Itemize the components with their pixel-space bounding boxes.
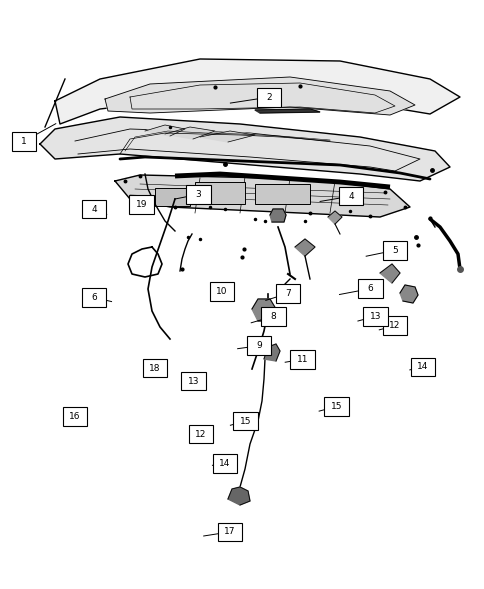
Text: 13: 13 [187, 376, 199, 386]
FancyBboxPatch shape [181, 372, 205, 391]
FancyBboxPatch shape [82, 288, 106, 307]
Polygon shape [227, 487, 249, 505]
FancyBboxPatch shape [358, 279, 382, 298]
Text: 19: 19 [136, 200, 147, 209]
FancyBboxPatch shape [129, 195, 153, 214]
Polygon shape [263, 344, 279, 361]
Text: 13: 13 [369, 312, 380, 321]
Text: 16: 16 [69, 412, 80, 421]
Polygon shape [252, 299, 275, 321]
Polygon shape [115, 175, 409, 217]
FancyBboxPatch shape [12, 132, 36, 151]
Polygon shape [294, 239, 314, 256]
FancyBboxPatch shape [410, 358, 434, 376]
FancyBboxPatch shape [275, 284, 300, 303]
Text: 1: 1 [21, 137, 27, 146]
FancyBboxPatch shape [255, 184, 309, 204]
Text: 4: 4 [348, 191, 353, 201]
FancyBboxPatch shape [246, 336, 271, 355]
FancyBboxPatch shape [290, 350, 314, 369]
Text: 17: 17 [224, 527, 235, 537]
FancyBboxPatch shape [233, 412, 257, 431]
Text: 6: 6 [367, 284, 373, 293]
Polygon shape [270, 209, 286, 222]
FancyBboxPatch shape [261, 307, 285, 326]
Polygon shape [199, 131, 255, 142]
FancyBboxPatch shape [188, 425, 212, 444]
FancyBboxPatch shape [382, 316, 406, 335]
FancyBboxPatch shape [209, 282, 233, 301]
Polygon shape [399, 285, 417, 303]
Text: 5: 5 [391, 246, 397, 255]
FancyBboxPatch shape [195, 182, 244, 204]
FancyBboxPatch shape [82, 200, 106, 219]
Text: 11: 11 [296, 355, 308, 364]
Text: 18: 18 [149, 363, 160, 373]
FancyBboxPatch shape [155, 188, 190, 206]
FancyBboxPatch shape [217, 522, 242, 541]
Polygon shape [165, 127, 214, 139]
Text: 6: 6 [91, 293, 97, 302]
Text: 7: 7 [285, 289, 290, 298]
Text: 12: 12 [195, 429, 206, 439]
Text: 8: 8 [270, 312, 276, 321]
Polygon shape [327, 211, 341, 224]
Polygon shape [55, 59, 459, 124]
Text: 12: 12 [388, 321, 400, 330]
Text: 9: 9 [256, 341, 261, 350]
FancyBboxPatch shape [212, 454, 237, 473]
FancyBboxPatch shape [142, 359, 166, 378]
Text: 15: 15 [239, 416, 251, 426]
FancyBboxPatch shape [324, 397, 348, 416]
Polygon shape [105, 77, 414, 115]
FancyBboxPatch shape [338, 187, 363, 206]
Text: 10: 10 [215, 287, 227, 296]
Polygon shape [379, 264, 399, 283]
Polygon shape [255, 109, 319, 113]
Text: 15: 15 [330, 402, 342, 411]
Polygon shape [40, 117, 449, 181]
Text: 3: 3 [195, 190, 201, 199]
Text: 14: 14 [416, 362, 428, 372]
FancyBboxPatch shape [382, 241, 406, 260]
Text: 4: 4 [91, 204, 97, 214]
Text: 2: 2 [265, 92, 271, 102]
Text: 14: 14 [219, 459, 230, 468]
Polygon shape [145, 125, 184, 136]
FancyBboxPatch shape [62, 407, 87, 426]
FancyBboxPatch shape [363, 307, 387, 326]
FancyBboxPatch shape [186, 185, 210, 204]
FancyBboxPatch shape [256, 88, 280, 107]
